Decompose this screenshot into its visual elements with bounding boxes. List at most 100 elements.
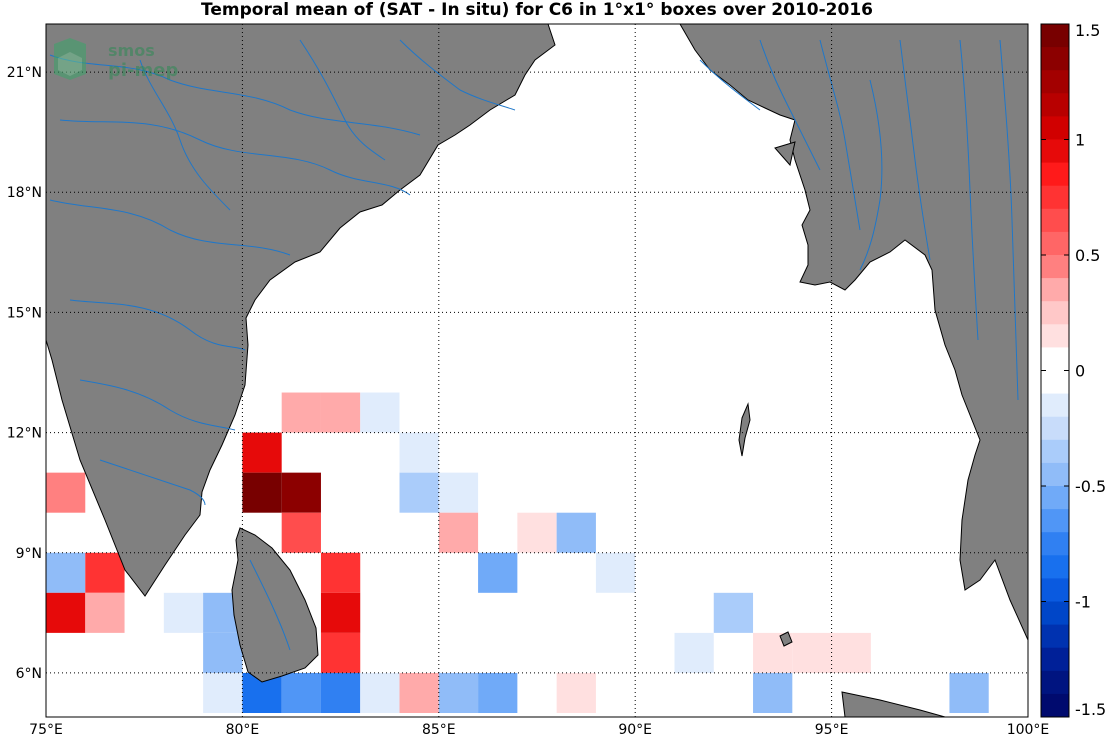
longitude-tick-label: 95°E — [815, 722, 849, 738]
colorbar-tick-label: 0.5 — [1075, 246, 1100, 265]
heatmap-cell — [674, 632, 714, 673]
heatmap-cell — [242, 432, 282, 473]
colorbar-swatch — [1041, 185, 1069, 210]
heatmap-cell — [281, 472, 321, 513]
heatmap-cell — [46, 592, 86, 633]
colorbar-tick-label: 0 — [1075, 362, 1085, 381]
colorbar-swatch — [1041, 416, 1069, 441]
colorbar-swatch — [1041, 439, 1069, 464]
heatmap-cell — [478, 552, 518, 593]
colorbar — [1041, 24, 1069, 718]
heatmap-cell — [399, 472, 439, 513]
heatmap-cell — [203, 632, 243, 673]
latitude-labels: 6°N 9°N 12°N 15°N 18°N 21°N — [7, 65, 42, 682]
myanmar-landmass — [679, 24, 1028, 641]
heatmap-cell — [320, 632, 361, 673]
heatmap-cell — [46, 472, 86, 513]
longitude-labels: 75°E 80°E 85°E 90°E 95°E 100°E — [29, 722, 1049, 738]
colorbar-swatch — [1041, 231, 1069, 256]
heatmap-cell — [85, 552, 125, 593]
heatmap-cell — [320, 672, 361, 713]
heatmap-cell — [399, 672, 439, 713]
colorbar-swatch — [1041, 462, 1069, 487]
colorbar-swatch — [1041, 647, 1069, 672]
heatmap-cell — [85, 592, 125, 633]
heatmap-cell — [556, 512, 596, 553]
heatmap-cell — [713, 592, 754, 633]
smos-pi-mep-logo: smos pi-mep — [54, 38, 178, 81]
colorbar-swatch — [1041, 578, 1069, 602]
longitude-tick-label: 90°E — [618, 722, 652, 738]
island-small — [774, 141, 796, 167]
colorbar-swatch — [1041, 278, 1069, 302]
colorbar-swatch — [1041, 393, 1069, 418]
colorbar-swatch — [1041, 693, 1069, 718]
heatmap-cell — [595, 552, 636, 593]
colorbar-swatch — [1041, 624, 1069, 649]
heatmap-cell — [281, 512, 321, 553]
colorbar-swatch — [1041, 208, 1069, 233]
latitude-tick-label: 15°N — [7, 305, 42, 321]
colorbar-swatch — [1041, 162, 1069, 187]
heatmap-cell — [949, 672, 989, 713]
colorbar-swatch — [1041, 255, 1069, 279]
colorbar-swatch — [1041, 370, 1069, 395]
nicobar-island — [779, 631, 793, 647]
colorbar-swatch — [1041, 47, 1069, 71]
colorbar-swatch — [1041, 139, 1069, 164]
heatmap-cell — [438, 512, 479, 553]
heatmap-cell — [753, 672, 793, 713]
colorbar-tick-label: 1 — [1075, 131, 1085, 150]
longitude-tick-label: 85°E — [422, 722, 456, 738]
colorbar-tick-label: -1.5 — [1075, 700, 1106, 719]
heatmap-cell — [281, 672, 321, 713]
colorbar-labels: -1.5 -1 -0.5 0 0.5 1 1.5 — [1041, 21, 1106, 719]
heatmap-cell — [320, 552, 361, 593]
colorbar-swatch — [1041, 509, 1069, 533]
andaman-island — [738, 402, 751, 457]
latitude-tick-label: 6°N — [16, 666, 42, 682]
india-landmass — [46, 24, 556, 597]
heatmap-cell — [203, 672, 243, 713]
heatmap-cell — [320, 392, 361, 433]
colorbar-swatch — [1041, 324, 1069, 348]
colorbar-swatch — [1041, 486, 1069, 510]
logo-text-line2: pi-mep — [108, 60, 178, 81]
heatmap-cell — [320, 592, 361, 633]
longitude-tick-label: 75°E — [29, 722, 63, 738]
latitude-tick-label: 21°N — [7, 65, 42, 81]
colorbar-tick-label: -0.5 — [1075, 477, 1106, 496]
heatmap-cell — [517, 512, 557, 553]
colorbar-swatch — [1041, 670, 1069, 695]
colorbar-swatch — [1041, 24, 1069, 48]
heatmap-cell — [438, 672, 479, 713]
heatmap-cell — [399, 432, 439, 473]
heatmap-cell — [556, 672, 596, 713]
colorbar-swatch — [1041, 532, 1069, 556]
latitude-tick-label: 9°N — [16, 546, 42, 562]
heatmap-cell — [163, 592, 204, 633]
logo-mark-inner-icon — [58, 52, 82, 76]
longitude-tick-label: 100°E — [1007, 722, 1050, 738]
heatmap-cell — [281, 392, 321, 433]
sumatra-landmass — [841, 691, 946, 717]
heatmap-cell — [242, 472, 282, 513]
colorbar-swatch — [1041, 601, 1069, 626]
heatmap-cell — [792, 632, 832, 673]
colorbar-swatch — [1041, 116, 1069, 140]
colorbar-swatch — [1041, 93, 1069, 117]
heatmap-cell — [360, 672, 400, 713]
heatmap-cell — [46, 552, 86, 593]
map-title: Temporal mean of (SAT - In situ) for C6 … — [201, 0, 873, 20]
land-masses — [46, 24, 1028, 717]
logo-text-line1: smos — [108, 41, 155, 60]
colorbar-swatch — [1041, 347, 1069, 371]
colorbar-swatch — [1041, 555, 1069, 579]
heatmap-cell — [478, 672, 518, 713]
latitude-tick-label: 18°N — [7, 185, 42, 201]
colorbar-swatch — [1041, 70, 1069, 94]
longitude-tick-label: 80°E — [226, 722, 260, 738]
colorbar-tick-label: -1 — [1075, 593, 1091, 612]
colorbar-tick-label: 1.5 — [1075, 21, 1100, 40]
